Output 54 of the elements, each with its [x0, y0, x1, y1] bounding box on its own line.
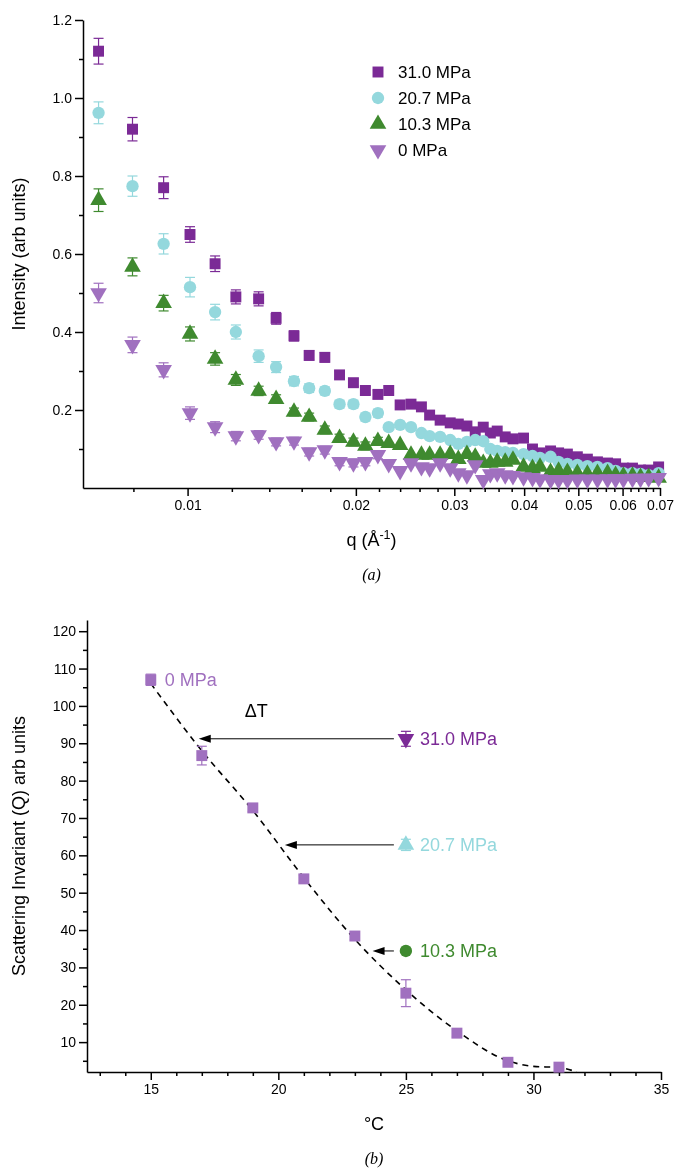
y-tick-label: 120	[52, 623, 77, 640]
x-tick-label: 15	[143, 1080, 160, 1097]
y-tick-label: 30	[60, 959, 77, 976]
y-tick-label: 0.8	[52, 167, 73, 184]
point	[298, 873, 310, 885]
y-axis-title: Intensity (arb units)	[9, 177, 29, 331]
legend-label: 0 MPa	[398, 140, 448, 160]
x-tick-label: 25	[398, 1080, 415, 1097]
y-tick-label: 50	[60, 884, 77, 901]
legend-label: 20.7 MPa	[398, 88, 472, 108]
y-tick-label: 1.0	[52, 89, 73, 106]
series-label: 20.7 MPa	[419, 835, 498, 856]
legend-label: 31.0 MPa	[398, 62, 472, 82]
point	[553, 1061, 565, 1073]
x-axis-title: q (Å$^{-1}$)	[346, 528, 397, 550]
x-tick-label: 0.02	[342, 496, 371, 513]
y-tick-label: 0.4	[52, 323, 73, 340]
y-tick-label: 40	[60, 922, 77, 939]
point	[247, 802, 259, 814]
x-axis-title: °C	[363, 1114, 385, 1134]
x-tick-label: 0.05	[565, 496, 593, 513]
series-label: 0 MPa	[164, 670, 218, 691]
y-tick-label: 1.2	[52, 11, 73, 28]
x-tick-label: 35	[653, 1080, 670, 1097]
y-tick-label: 100	[52, 697, 77, 714]
point	[399, 944, 413, 958]
point	[349, 930, 361, 942]
y-axis-title: Scattering Invariant (Q) arb units	[9, 715, 29, 977]
x-tick-label: 0.04	[511, 496, 539, 513]
point	[400, 987, 412, 999]
x-tick-label: 30	[526, 1080, 542, 1097]
y-tick-label: 20	[60, 996, 77, 1013]
y-tick-label: 70	[60, 809, 77, 826]
x-tick-label: 0.03	[441, 496, 469, 513]
y-tick-label: 10	[60, 1034, 77, 1051]
y-tick-label: 60	[60, 847, 77, 864]
series-label: 10.3 MPa	[419, 941, 498, 962]
x-tick-label: 0.01	[174, 496, 202, 513]
text: (b)	[364, 1150, 384, 1168]
point	[196, 750, 208, 762]
legend-label: 10.3 MPa	[398, 114, 472, 134]
x-tick-label: 0.06	[609, 496, 637, 513]
y-tick-label: 0.2	[52, 401, 73, 418]
series-label: 31.0 MPa	[419, 729, 498, 750]
annotation: ΔT	[244, 700, 268, 721]
y-tick-label: 80	[60, 772, 77, 789]
y-tick-label: 110	[53, 660, 77, 677]
y-tick-label: 0.6	[52, 245, 73, 262]
point	[451, 1027, 463, 1039]
y-tick-label: 90	[60, 735, 77, 752]
text: (a)	[362, 566, 381, 584]
x-tick-label: 0.07	[646, 496, 675, 513]
point	[502, 1056, 514, 1068]
x-tick-label: 20	[271, 1080, 287, 1097]
